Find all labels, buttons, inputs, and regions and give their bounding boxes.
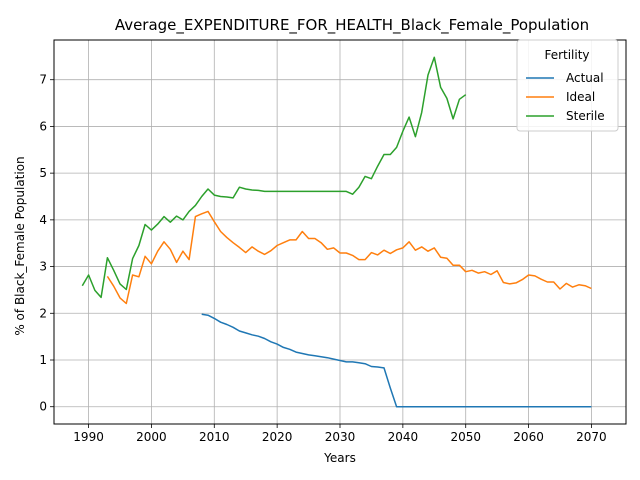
series-line-ideal xyxy=(106,210,592,305)
x-tick-label: 2070 xyxy=(576,430,607,444)
legend-label-sterile: Sterile xyxy=(566,109,605,123)
y-tick-label: 7 xyxy=(39,73,47,87)
y-axis-ticks: 0 1 2 3 4 5 6 7 xyxy=(39,73,54,414)
x-tick-label: 2030 xyxy=(325,430,356,444)
legend-label-actual: Actual xyxy=(566,71,604,85)
x-tick-label: 1990 xyxy=(73,430,104,444)
series-lines xyxy=(81,56,592,408)
y-tick-label: 5 xyxy=(39,166,47,180)
x-tick-label: 2020 xyxy=(262,430,293,444)
chart-title: Average_EXPENDITURE_FOR_HEALTH_Black_Fem… xyxy=(115,16,589,35)
series-line-actual xyxy=(201,313,592,408)
y-tick-label: 6 xyxy=(39,119,47,133)
x-tick-label: 2050 xyxy=(450,430,481,444)
y-tick-label: 1 xyxy=(39,353,47,367)
x-tick-label: 2000 xyxy=(136,430,167,444)
y-tick-label: 2 xyxy=(39,306,47,320)
x-tick-label: 2060 xyxy=(513,430,544,444)
y-tick-label: 4 xyxy=(39,213,47,227)
legend-title: Fertility xyxy=(544,48,589,62)
legend-box xyxy=(516,39,619,132)
y-tick-label: 0 xyxy=(39,400,47,414)
legend: Fertility Actual Ideal Sterile xyxy=(516,39,619,132)
legend-label-ideal: Ideal xyxy=(566,90,595,104)
x-tick-label: 2040 xyxy=(388,430,419,444)
legend-items: Actual Ideal Sterile xyxy=(526,71,605,123)
y-axis-label: % of Black_Female Population xyxy=(13,156,27,335)
x-axis-label: Years xyxy=(323,451,356,465)
x-tick-label: 2010 xyxy=(199,430,230,444)
y-tick-label: 3 xyxy=(39,260,47,274)
x-axis-ticks: 1990 2000 2010 2020 2030 2040 2050 2060 2070 xyxy=(73,424,607,444)
series-line-sterile xyxy=(81,56,467,299)
